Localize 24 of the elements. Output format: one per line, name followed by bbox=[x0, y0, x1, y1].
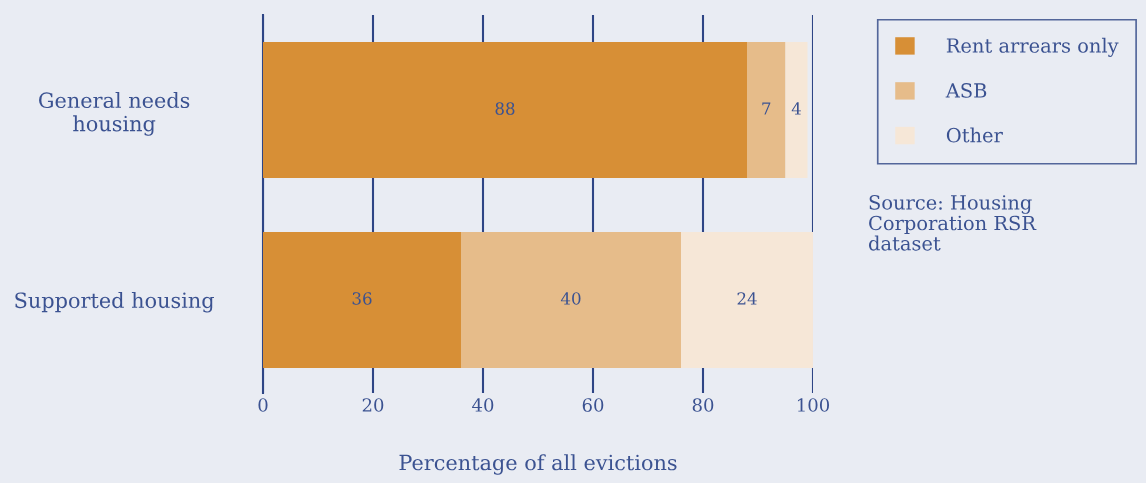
legend-label: ASB bbox=[945, 83, 987, 98]
legend-label: Rent arrears only bbox=[946, 37, 1119, 57]
x-tick-label: 0 bbox=[258, 398, 268, 412]
x-tick-label: 80 bbox=[692, 398, 714, 412]
bar bbox=[461, 231, 681, 368]
bar bbox=[681, 231, 813, 368]
data-label: 36 bbox=[352, 292, 372, 305]
y-tick-label: General needs housing bbox=[39, 91, 190, 136]
data-label: 4 bbox=[791, 102, 801, 115]
source-note: Source: Housing Corporation RSR dataset bbox=[868, 195, 1037, 251]
x-axis-title: Percentage of all evictions bbox=[399, 454, 677, 475]
x-tick-label: 40 bbox=[472, 398, 494, 412]
x-tick-label: 100 bbox=[797, 398, 830, 412]
bar bbox=[263, 231, 461, 368]
bar bbox=[747, 41, 786, 178]
data-label: 7 bbox=[762, 102, 771, 115]
data-label: 88 bbox=[495, 102, 515, 115]
data-label: 40 bbox=[560, 292, 581, 305]
bar bbox=[785, 41, 808, 178]
y-tick-label: Supported housing bbox=[15, 292, 214, 313]
legend-label: Other bbox=[946, 127, 1003, 143]
x-tick-label: 20 bbox=[362, 398, 384, 412]
data-label: 24 bbox=[737, 292, 757, 305]
x-tick-label: 60 bbox=[582, 398, 604, 412]
